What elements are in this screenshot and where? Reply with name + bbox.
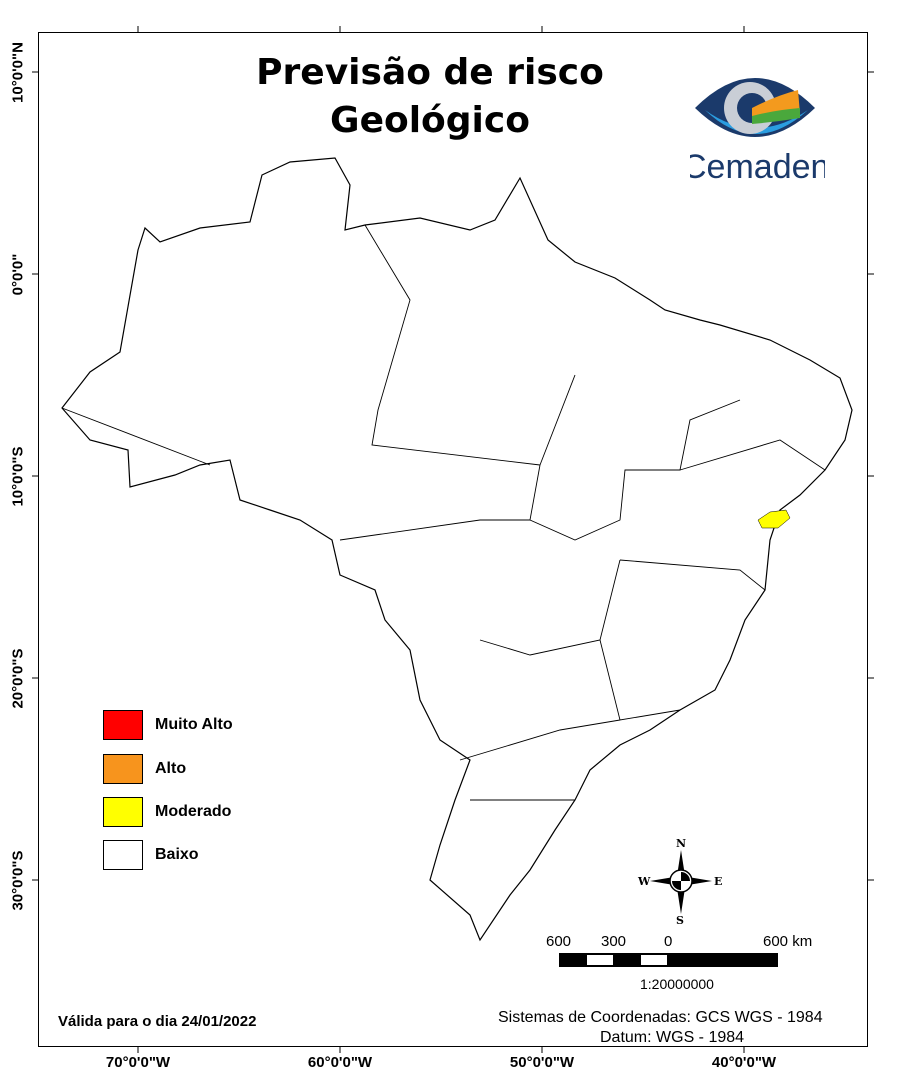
map-title-line2: Geológico bbox=[330, 100, 530, 141]
graticule-ticks bbox=[32, 26, 874, 1053]
lon-label: 40°0'0"W bbox=[711, 1054, 777, 1071]
scale-ratio: 1:20000000 bbox=[640, 976, 714, 992]
lon-label: 70°0'0"W bbox=[105, 1054, 171, 1071]
compass-rose-icon: N S E W bbox=[637, 837, 722, 927]
scale-bar bbox=[559, 953, 778, 967]
scale-label: 600 km bbox=[763, 933, 813, 950]
legend-swatch-baixo bbox=[103, 840, 143, 870]
legend-label: Muito Alto bbox=[155, 716, 233, 733]
legend-label: Baixo bbox=[155, 846, 199, 863]
cemaden-logo: Cemaden bbox=[690, 78, 825, 186]
scale-label: 0 bbox=[664, 933, 673, 950]
legend-swatch-muito-alto bbox=[103, 710, 143, 740]
legend-swatch-alto bbox=[103, 754, 143, 784]
map-frame bbox=[38, 32, 868, 1047]
lon-label: 50°0'0"W bbox=[509, 1054, 575, 1071]
map-title-line1: Previsão de risco bbox=[256, 52, 604, 93]
svg-text:N: N bbox=[676, 837, 686, 850]
legend-label: Alto bbox=[155, 760, 187, 777]
legend-label: Moderado bbox=[155, 803, 232, 820]
svg-text:E: E bbox=[714, 875, 722, 888]
svg-text:W: W bbox=[637, 875, 651, 888]
svg-text:S: S bbox=[676, 914, 684, 927]
coord-system: Sistemas de Coordenadas: GCS WGS - 1984 bbox=[498, 1009, 823, 1026]
scale-label: 300 bbox=[601, 933, 627, 950]
lon-label: 60°0'0"W bbox=[307, 1054, 373, 1071]
validity-date: Válida para o dia 24/01/2022 bbox=[58, 1013, 257, 1030]
state-borders bbox=[61, 224, 826, 801]
scale-label: 600 bbox=[546, 933, 572, 950]
logo-text: Cemaden bbox=[690, 148, 825, 186]
legend-swatch-moderado bbox=[103, 797, 143, 827]
datum: Datum: WGS - 1984 bbox=[600, 1029, 745, 1046]
brazil-outline bbox=[61, 157, 853, 942]
risk-area-moderado bbox=[757, 509, 791, 529]
